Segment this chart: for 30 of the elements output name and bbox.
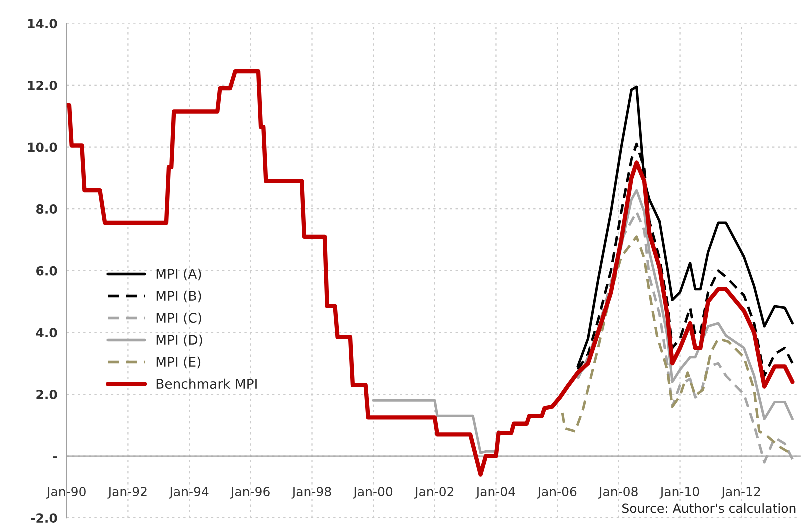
x-tick-label: Jan-94 (169, 487, 209, 499)
x-tick-label: Jan-02 (414, 487, 454, 499)
x-tick-label: Jan-04 (476, 487, 516, 499)
y-tick-label: 10.0 (28, 142, 58, 152)
x-tick-label: Jan-90 (46, 487, 86, 499)
legend-label: Benchmark MPI (156, 378, 257, 390)
y-tick-label: 6.0 (36, 266, 58, 276)
line-series (66, 69, 795, 477)
x-tick-label: Jan-12 (721, 487, 760, 499)
y-tick-label: 2.0 (36, 390, 58, 400)
x-tick-label: Jan-08 (598, 487, 638, 499)
x-tick-label: Jan-06 (537, 487, 577, 499)
legend-label: MPI (B) (156, 290, 202, 303)
legend-label: MPI (E) (156, 356, 201, 369)
x-tick-label: Jan-92 (108, 487, 147, 499)
x-tick-label: Jan-10 (660, 487, 700, 499)
legend-label: MPI (D) (156, 334, 202, 347)
y-tick-label: - (53, 456, 58, 458)
y-tick-label: 8.0 (36, 204, 58, 214)
x-tick-label: Jan-96 (230, 487, 270, 499)
y-tick-label: 4.0 (36, 328, 58, 338)
y-tick-label: -2.0 (31, 514, 58, 524)
line-series (561, 236, 792, 454)
legend-label: MPI (A) (156, 268, 202, 281)
x-tick-label: Jan-00 (353, 487, 393, 499)
annotation: Source: Author's calculation (622, 504, 796, 514)
legend-label: MPI (C) (156, 312, 202, 325)
y-tick-label: 14.0 (28, 19, 58, 29)
y-tick-label: 12.0 (28, 80, 58, 90)
x-tick-label: Jan-98 (292, 487, 332, 499)
